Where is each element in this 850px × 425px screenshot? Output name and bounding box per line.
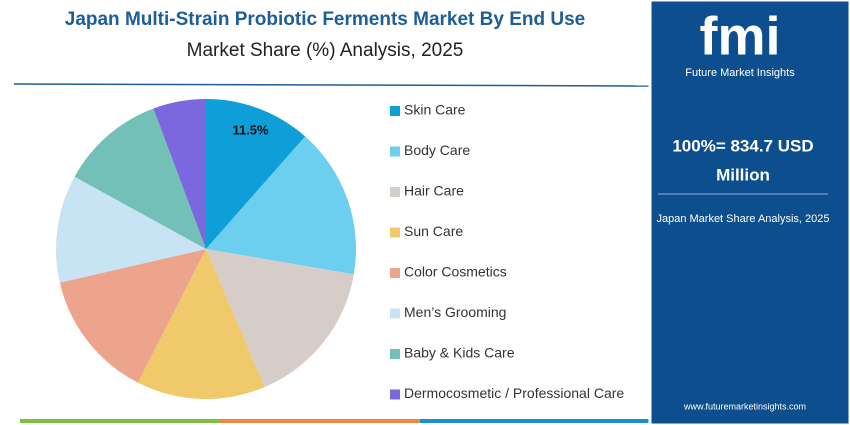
legend-label: Hair Care	[404, 183, 464, 199]
legend-swatch	[390, 106, 400, 116]
pie-slice	[206, 136, 356, 275]
legend-swatch	[390, 146, 400, 157]
total-label: 100%= 834.7 USD	[672, 136, 813, 155]
footer-bar	[420, 419, 650, 423]
pie-slice	[55, 176, 206, 283]
legend-swatch	[390, 349, 400, 359]
legend-label: Baby & Kids Care	[404, 345, 515, 361]
legend-label: Dermocosmetic / Professional Care	[404, 385, 624, 401]
panel-border	[648, 0, 850, 425]
title-rule	[13, 83, 651, 87]
legend-label: Sun Care	[404, 223, 463, 239]
legend-swatch	[390, 227, 400, 238]
footer-bar	[220, 419, 420, 423]
panel-caption: Japan Market Share Analysis, 2025	[656, 213, 829, 225]
footer-bar	[20, 419, 220, 423]
side-panel	[650, 0, 850, 425]
legend-swatch	[390, 389, 400, 400]
brand: Future Market Insights	[685, 67, 795, 79]
legend-label: Skin Care	[404, 102, 466, 118]
legend-label: Body Care	[404, 142, 470, 158]
legend-swatch	[390, 308, 400, 319]
pie-slice	[153, 99, 206, 249]
pie-slice	[206, 249, 354, 388]
legend-swatch	[390, 268, 400, 278]
legend-label: Color Cosmetics	[404, 264, 507, 280]
logo: fmi	[700, 6, 781, 66]
pie-slice	[137, 249, 265, 399]
pie-slice	[74, 108, 206, 249]
chart-title: Japan Multi-Strain Probiotic Ferments Ma…	[65, 9, 586, 30]
data-label: 11.5%	[232, 123, 269, 138]
pie-slice	[59, 249, 206, 383]
total-unit: Million	[716, 165, 770, 184]
legend-swatch	[390, 187, 400, 197]
chart-subtitle: Market Share (%) Analysis, 2025	[187, 40, 464, 61]
website: www.futuremarketinsights.com	[683, 401, 806, 411]
pie-slice	[206, 99, 306, 249]
legend-label: Men’s Grooming	[404, 304, 506, 320]
